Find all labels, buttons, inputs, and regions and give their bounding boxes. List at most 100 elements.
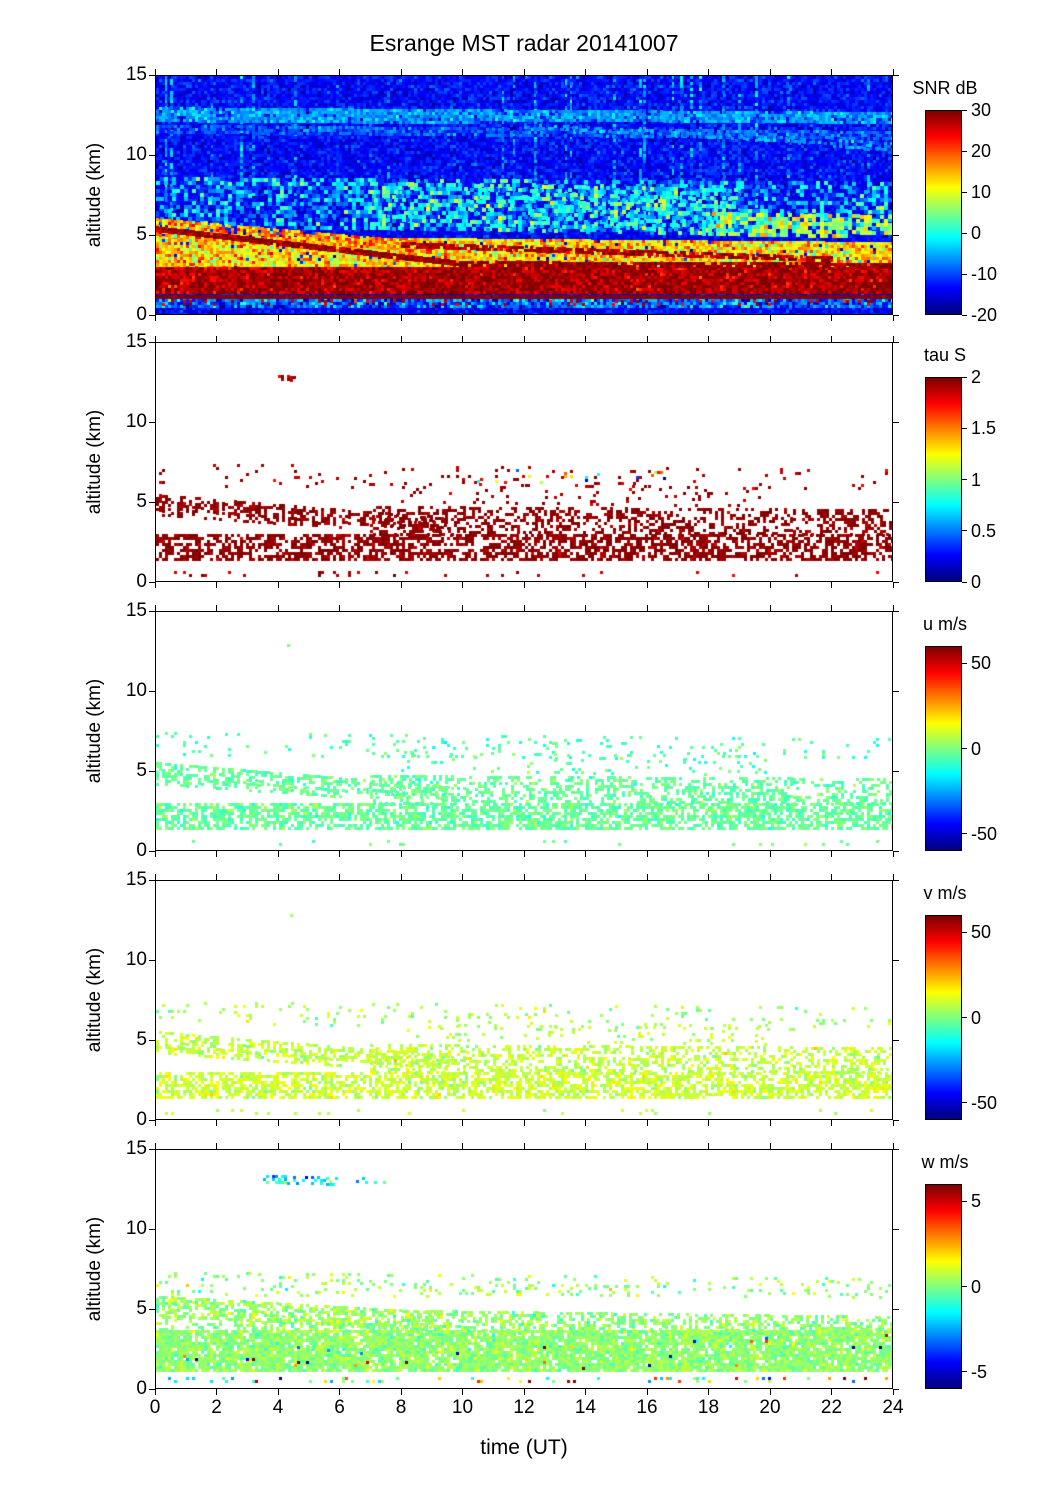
x-axis-label: time (UT) xyxy=(480,1436,568,1459)
y-tick-mark xyxy=(149,610,155,612)
x-tick-mark xyxy=(892,1389,894,1395)
y-tick-mark xyxy=(149,1039,155,1041)
x-tick-mark xyxy=(708,336,709,342)
x-tick-mark xyxy=(769,1143,771,1149)
colorbar-label-w: w m/s xyxy=(921,1152,969,1172)
x-tick-mark xyxy=(769,851,771,857)
x-tick-mark xyxy=(400,851,402,857)
y-tick-label: 5 xyxy=(136,760,147,781)
x-tick-mark xyxy=(892,874,894,880)
x-tick-mark xyxy=(339,336,340,342)
x-tick-mark xyxy=(769,336,771,342)
x-tick-mark xyxy=(585,605,586,611)
colorbar-tick-mark xyxy=(962,662,967,664)
colorbar-tick-label: -5 xyxy=(971,1361,988,1382)
colorbar-tick-label: 0 xyxy=(971,738,982,759)
y-axis-label: altitude (km) xyxy=(84,947,105,1053)
x-tick-mark xyxy=(769,1120,771,1126)
colorbar-tick-mark xyxy=(962,191,967,193)
y-tick-mark xyxy=(149,879,155,881)
colorbar-tick-mark xyxy=(962,833,967,835)
x-tick-label: 18 xyxy=(697,1397,720,1418)
x-tick-mark xyxy=(523,851,525,857)
y-tick-label: 0 xyxy=(136,304,147,325)
x-tick-mark xyxy=(216,582,217,588)
x-tick-mark xyxy=(708,874,709,880)
x-tick-mark xyxy=(769,69,771,75)
x-tick-mark xyxy=(462,582,463,588)
x-tick-mark xyxy=(585,315,586,321)
x-tick-label: 24 xyxy=(882,1397,904,1418)
x-tick-mark xyxy=(154,851,156,857)
colorbar-tick-mark xyxy=(962,427,967,429)
x-tick-mark xyxy=(277,1120,279,1126)
x-tick-mark xyxy=(339,1389,340,1395)
colorbar-tick-mark xyxy=(962,1017,967,1018)
colorbar-gradient-v xyxy=(926,916,961,1119)
y-tick-mark xyxy=(893,1228,899,1230)
x-tick-mark xyxy=(339,874,340,880)
colorbar-tick-label: 2 xyxy=(971,367,982,387)
w-heatmap-canvas xyxy=(156,1150,892,1388)
colorbar-tick-mark xyxy=(962,314,967,316)
y-tick-mark xyxy=(149,234,155,236)
x-tick-mark xyxy=(585,1389,586,1395)
y-tick-mark xyxy=(893,959,899,961)
y-tick-label: 5 xyxy=(136,1298,147,1319)
colorbar-tick-label: 0.5 xyxy=(971,520,997,541)
x-tick-mark xyxy=(831,605,832,611)
colorbar-label-snr: SNR dB xyxy=(912,78,978,98)
tau-heatmap-canvas xyxy=(156,343,892,581)
y-tick-mark xyxy=(149,314,155,316)
x-tick-mark xyxy=(646,336,648,342)
panel-u: altitude (km) u m/s 0 5 10 15 50 0 -50 xyxy=(0,601,1051,861)
x-tick-mark xyxy=(400,1143,402,1149)
x-tick-mark xyxy=(462,315,463,321)
panel-tau: altitude (km) tau S 0 5 10 15 2 1.5 1 0.5 0 xyxy=(0,332,1051,592)
x-tick-mark xyxy=(339,69,340,75)
y-tick-mark xyxy=(893,234,899,236)
y-tick-mark xyxy=(149,501,155,503)
y-tick-mark xyxy=(149,154,155,156)
x-tick-mark xyxy=(831,1389,832,1395)
x-tick-mark xyxy=(708,851,709,857)
y-tick-label: 0 xyxy=(136,1109,147,1130)
y-tick-mark xyxy=(893,770,899,772)
x-tick-mark xyxy=(646,605,648,611)
x-tick-mark xyxy=(523,336,525,342)
x-tick-mark xyxy=(216,69,217,75)
colorbar-gradient-tau xyxy=(926,378,961,581)
x-tick-mark xyxy=(646,874,648,880)
x-tick-mark xyxy=(646,582,648,588)
y-tick-mark xyxy=(149,959,155,961)
x-tick-mark xyxy=(277,1389,279,1395)
y-tick-mark xyxy=(893,314,899,316)
colorbar-gradient-w xyxy=(926,1185,961,1388)
x-tick-mark xyxy=(892,851,894,857)
y-tick-label: 15 xyxy=(125,1138,147,1159)
x-tick-mark xyxy=(585,69,586,75)
y-tick-label: 10 xyxy=(125,411,147,432)
x-tick-mark xyxy=(708,1120,709,1126)
x-tick-mark xyxy=(400,336,402,342)
y-tick-mark xyxy=(149,74,155,76)
snr-heatmap-canvas xyxy=(156,76,892,314)
y-tick-mark xyxy=(893,1119,899,1121)
y-axis-label: altitude (km) xyxy=(84,409,105,515)
colorbar-label-v: v m/s xyxy=(923,883,967,903)
colorbar-tick-label: 0 xyxy=(971,1007,982,1028)
y-tick-mark xyxy=(149,1308,155,1310)
x-tick-mark xyxy=(769,582,771,588)
x-tick-mark xyxy=(892,605,894,611)
y-tick-mark xyxy=(149,690,155,692)
y-tick-label: 15 xyxy=(125,331,147,352)
x-tick-mark xyxy=(462,69,463,75)
colorbar-tick-label: 20 xyxy=(971,141,992,161)
x-tick-mark xyxy=(400,69,402,75)
x-tick-label: 22 xyxy=(820,1397,843,1418)
y-tick-mark xyxy=(893,341,899,343)
x-tick-mark xyxy=(154,69,156,75)
u-heatmap-canvas xyxy=(156,612,892,850)
colorbar-tick-mark xyxy=(962,581,967,583)
x-tick-mark xyxy=(462,874,463,880)
